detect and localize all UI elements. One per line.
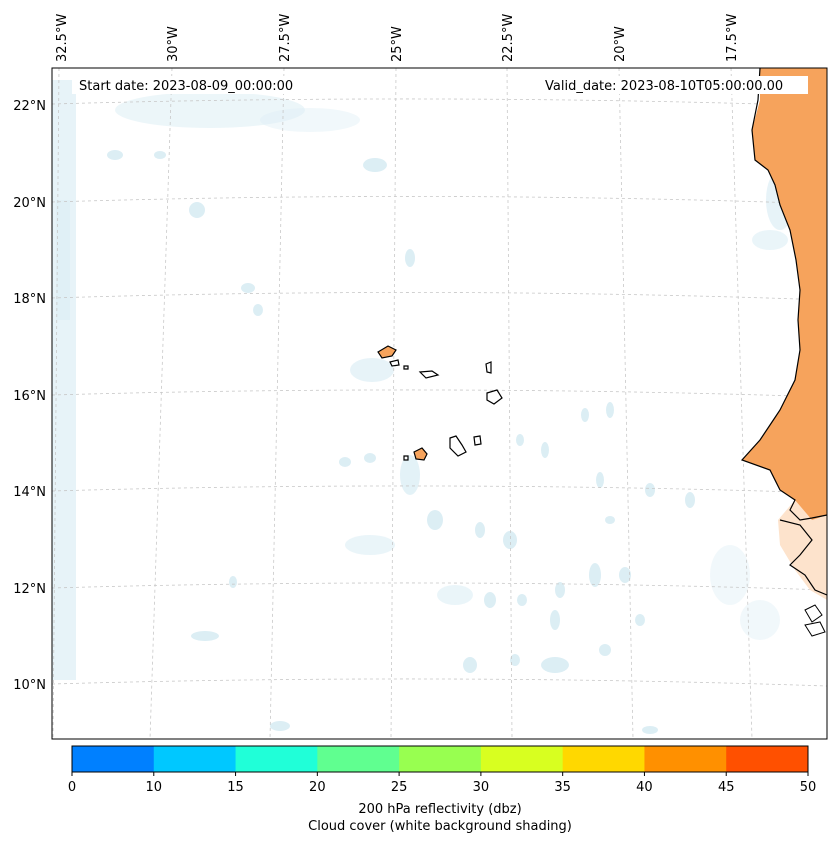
- colorbar-label-reflectivity: 200 hPa reflectivity (dbz): [358, 802, 521, 817]
- colorbar-tick-label: 35: [554, 780, 571, 795]
- colorbar-segment: [153, 746, 237, 772]
- colorbar: [71, 745, 809, 773]
- lon-label-32.5w: 32.5°W: [55, 14, 70, 62]
- latitude-labels: 22°N 20°N 18°N 16°N 14°N 12°N 10°N: [13, 99, 46, 693]
- start-date-box: [72, 76, 312, 94]
- lat-label-14n: 14°N: [13, 485, 46, 500]
- lon-label-27.5w: 27.5°W: [278, 14, 293, 62]
- colorbar-segment: [726, 746, 809, 772]
- valid-date-label: Valid_date: 2023-08-10T05:00:00.00: [545, 79, 783, 94]
- lon-label-30w: 30°W: [166, 26, 181, 62]
- colorbar-label-cloud-cover: Cloud cover (white background shading): [308, 819, 572, 834]
- colorbar-segment: [317, 746, 400, 772]
- african-coastline: [740, 67, 828, 637]
- colorbar-ticks: 0 10 15 20 25 30 35 40 45 50: [68, 772, 816, 795]
- start-date-label: Start date: 2023-08-09_00:00:00: [79, 79, 293, 94]
- lat-label-12n: 12°N: [13, 582, 46, 597]
- lat-label-10n: 10°N: [13, 678, 46, 693]
- lat-label-18n: 18°N: [13, 292, 46, 307]
- valid-date-box: [540, 76, 808, 94]
- colorbar-segment: [644, 746, 727, 772]
- longitude-labels: 32.5°W 30°W 27.5°W 25°W 22.5°W 20°W 17.5…: [55, 14, 740, 62]
- lat-label-20n: 20°N: [13, 196, 46, 211]
- map-graticule: [51, 67, 828, 740]
- colorbar-border: [71, 745, 809, 773]
- colorbar-tick-label: 40: [636, 780, 653, 795]
- colorbar-tick-label: 50: [800, 780, 817, 795]
- map-panel: [52, 68, 827, 739]
- map-frame: [51, 67, 828, 740]
- lon-label-20w: 20°W: [613, 26, 628, 62]
- lon-label-25w: 25°W: [390, 26, 405, 62]
- colorbar-tick-label: 45: [718, 780, 735, 795]
- colorbar-tick-label: 30: [473, 780, 490, 795]
- colorbar-segment: [480, 746, 564, 772]
- lon-label-22.5w: 22.5°W: [501, 14, 516, 62]
- colorbar-tick-label: 20: [309, 780, 326, 795]
- colorbar-segment: [562, 746, 645, 772]
- colorbar-segment: [399, 746, 482, 772]
- colorbar-segment: [235, 746, 318, 772]
- colorbar-segment: [72, 746, 155, 772]
- cape-verde-islands: [377, 345, 503, 461]
- colorbar-tick-label: 25: [391, 780, 408, 795]
- lat-label-16n: 16°N: [13, 389, 46, 404]
- colorbar-tick-label: 0: [68, 780, 76, 795]
- colorbar-tick-label: 15: [227, 780, 244, 795]
- lon-label-17.5w: 17.5°W: [725, 14, 740, 62]
- lat-label-22n: 22°N: [13, 99, 46, 114]
- colorbar-tick-label: 10: [146, 780, 163, 795]
